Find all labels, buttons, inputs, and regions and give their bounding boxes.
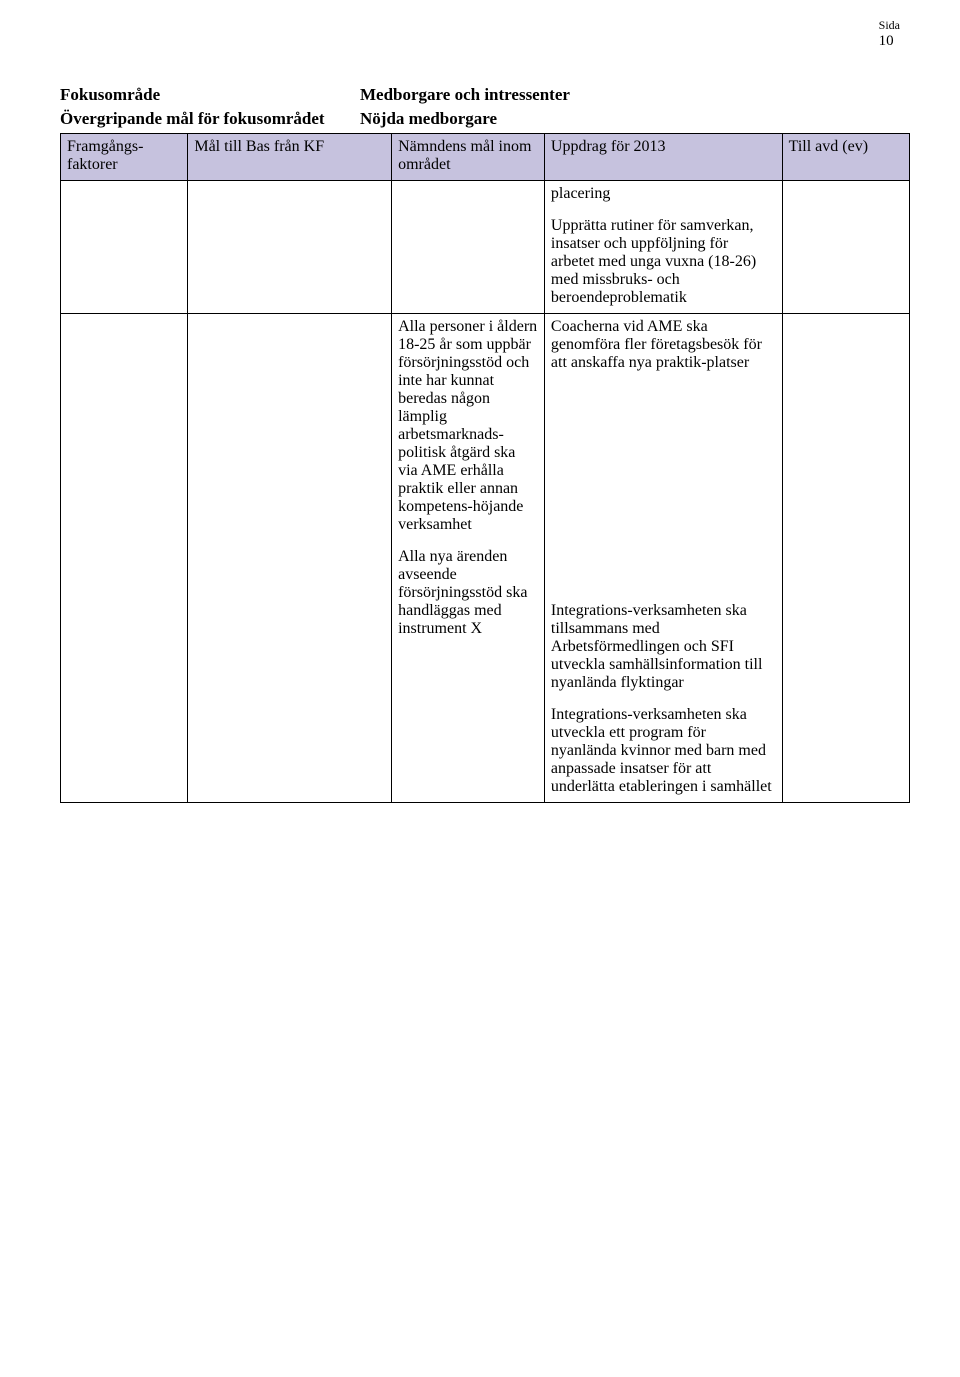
cell-c4: placering Upprätta rutiner för samverkan… xyxy=(544,181,782,314)
cell-paragraph: Alla nya ärenden avseende försörjningsst… xyxy=(398,548,538,638)
cell-paragraph: Integrations-verksamheten ska tillsamman… xyxy=(551,602,776,692)
table-header-row: Framgångs-faktorer Mål till Bas från KF … xyxy=(61,134,910,181)
cell-c5 xyxy=(782,314,909,803)
page-number-value: 10 xyxy=(879,32,900,50)
intro-row-2: Övergripande mål för fokusområdet Nöjda … xyxy=(60,109,910,129)
cell-paragraph: Integrations-verksamheten ska utveckla e… xyxy=(551,706,776,796)
intro-label-2: Övergripande mål för fokusområdet xyxy=(60,109,360,129)
cell-paragraph: Upprätta rutiner för samverkan, insatser… xyxy=(551,217,776,307)
cell-c1 xyxy=(61,314,188,803)
header-uppdrag: Uppdrag för 2013 xyxy=(544,134,782,181)
header-mal-till-bas: Mål till Bas från KF xyxy=(188,134,392,181)
cell-paragraph: Coacherna vid AME ska genomföra fler för… xyxy=(551,318,776,372)
header-till-avd: Till avd (ev) xyxy=(782,134,909,181)
cell-c3 xyxy=(392,181,545,314)
intro-label-1: Fokusområde xyxy=(60,85,360,105)
page-number-label: Sida xyxy=(879,18,900,32)
cell-c5 xyxy=(782,181,909,314)
intro-value-1: Medborgare och intressenter xyxy=(360,85,570,105)
cell-c3: Alla personer i åldern 18-25 år som uppb… xyxy=(392,314,545,803)
intro-block: Fokusområde Medborgare och intressenter … xyxy=(60,85,910,129)
cell-c2 xyxy=(188,314,392,803)
cell-c1 xyxy=(61,181,188,314)
cell-paragraph: Alla personer i åldern 18-25 år som uppb… xyxy=(398,318,538,534)
table-row: Alla personer i åldern 18-25 år som uppb… xyxy=(61,314,910,803)
intro-value-2: Nöjda medborgare xyxy=(360,109,497,129)
cell-paragraph: placering xyxy=(551,185,776,203)
cell-c2 xyxy=(188,181,392,314)
cell-c4: Coacherna vid AME ska genomföra fler för… xyxy=(544,314,782,803)
intro-row-1: Fokusområde Medborgare och intressenter xyxy=(60,85,910,105)
table-row: placering Upprätta rutiner för samverkan… xyxy=(61,181,910,314)
page-number: Sida 10 xyxy=(879,18,900,50)
main-table: Framgångs-faktorer Mål till Bas från KF … xyxy=(60,133,910,803)
header-framgangsfaktorer: Framgångs-faktorer xyxy=(61,134,188,181)
header-namndens-mal: Nämndens mål inom området xyxy=(392,134,545,181)
